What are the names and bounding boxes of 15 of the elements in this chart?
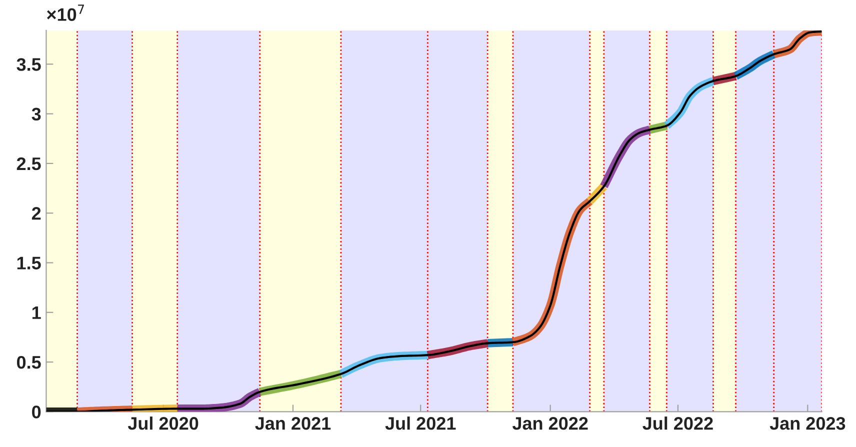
text: ×10$^{7}$ xyxy=(46,4,84,21)
y-tick-label: 0 xyxy=(32,406,41,418)
y-tick-label: 3 xyxy=(32,108,41,121)
x-tick-label: Jan 2023 xyxy=(770,417,846,430)
x-tick-label: Jul 2020 xyxy=(128,416,198,430)
x-tick-label: Jul 2022 xyxy=(642,416,713,430)
x-tick-label: Jan 2022 xyxy=(512,417,588,430)
y-tick-label: 1 xyxy=(32,306,41,319)
y-tick-label: 1.5 xyxy=(17,256,41,270)
y-tick-label: 2.5 xyxy=(16,157,41,170)
y-tick-label: 0.5 xyxy=(16,356,41,369)
y-tick-label: 3.5 xyxy=(16,58,41,71)
x-tick-label: Jul 2021 xyxy=(385,416,456,430)
y-tick-label: 2 xyxy=(32,207,41,220)
x-tick-label: Jan 2021 xyxy=(255,417,331,430)
